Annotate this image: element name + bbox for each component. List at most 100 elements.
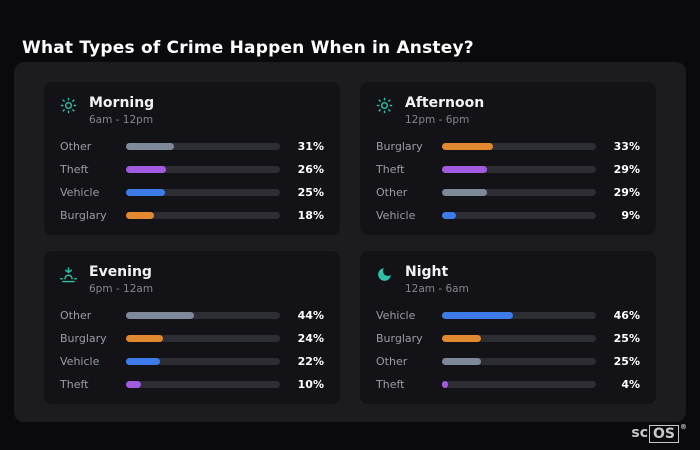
percent-value: 25% — [613, 332, 640, 345]
percent-value: 26% — [297, 163, 324, 176]
card-header: Evening 6pm - 12am — [60, 264, 324, 295]
bar-track — [126, 189, 280, 196]
percent-value: 31% — [297, 140, 324, 153]
card-time-range: 6am - 12pm — [89, 114, 154, 126]
card-evening: Evening 6pm - 12am Other 44% Burglary 24… — [44, 251, 340, 404]
bar-fill — [442, 358, 481, 365]
bar-track — [442, 381, 596, 388]
bar-fill — [126, 335, 163, 342]
bar-fill — [442, 335, 481, 342]
bar-track — [126, 358, 280, 365]
moon-icon — [376, 266, 393, 283]
category-label: Vehicle — [376, 309, 416, 322]
category-label: Vehicle — [60, 355, 100, 368]
bar-track — [442, 143, 596, 150]
stat-row: Burglary 33% — [376, 140, 640, 153]
percent-value: 25% — [297, 186, 324, 199]
bar-fill — [442, 381, 449, 388]
card-title: Night — [405, 264, 449, 280]
bar-fill — [126, 189, 165, 196]
bar-track — [442, 189, 596, 196]
stat-row: Vehicle 25% — [60, 186, 324, 199]
category-label: Burglary — [376, 332, 423, 345]
card-heading-text: Morning 6am - 12pm — [89, 95, 154, 126]
brand-registered: ® — [680, 423, 687, 431]
percent-value: 29% — [613, 163, 640, 176]
category-label: Theft — [376, 378, 405, 391]
stat-row: Other 44% — [60, 309, 324, 322]
stat-row: Burglary 18% — [60, 209, 324, 222]
percent-value: 46% — [613, 309, 640, 322]
bar-fill — [126, 381, 142, 388]
sun-icon — [376, 97, 393, 114]
percent-value: 4% — [621, 378, 640, 391]
percent-value: 24% — [297, 332, 324, 345]
category-label: Other — [376, 186, 408, 199]
bar-fill — [442, 189, 487, 196]
bar-track — [442, 312, 596, 319]
card-time-range: 6pm - 12am — [89, 283, 154, 295]
category-label: Vehicle — [376, 209, 416, 222]
stat-row: Burglary 25% — [376, 332, 640, 345]
category-label: Theft — [60, 378, 89, 391]
bar-fill — [442, 212, 456, 219]
crime-by-time-panel: Morning 6am - 12pm Other 31% Theft 26% V… — [14, 62, 686, 422]
percent-value: 44% — [297, 309, 324, 322]
stat-row: Vehicle 9% — [376, 209, 640, 222]
stat-row: Theft 4% — [376, 378, 640, 391]
category-label: Theft — [60, 163, 89, 176]
bar-fill — [126, 358, 160, 365]
bar-track — [126, 312, 280, 319]
card-title: Morning — [89, 95, 155, 111]
stat-rows: Other 44% Burglary 24% Vehicle 22% Theft… — [60, 309, 324, 391]
bar-track — [126, 212, 280, 219]
stat-rows: Other 31% Theft 26% Vehicle 25% Burglary… — [60, 140, 324, 222]
page-title: What Types of Crime Happen When in Anste… — [22, 38, 474, 59]
category-label: Theft — [376, 163, 405, 176]
bar-fill — [442, 166, 487, 173]
stat-rows: Vehicle 46% Burglary 25% Other 25% Theft… — [376, 309, 640, 391]
brand-text: sc — [631, 425, 649, 441]
bar-fill — [442, 312, 513, 319]
bar-track — [442, 166, 596, 173]
bar-fill — [126, 143, 174, 150]
bar-fill — [126, 212, 154, 219]
percent-value: 29% — [613, 186, 640, 199]
stat-row: Theft 29% — [376, 163, 640, 176]
brand-os-box: OS — [649, 425, 679, 443]
card-time-range: 12am - 6am — [405, 283, 469, 295]
card-header: Morning 6am - 12pm — [60, 95, 324, 126]
percent-value: 22% — [297, 355, 324, 368]
category-label: Other — [60, 140, 92, 153]
brand-logo: sc OS ® — [631, 423, 687, 443]
card-header: Night 12am - 6am — [376, 264, 640, 295]
category-label: Burglary — [376, 140, 423, 153]
bar-fill — [126, 312, 194, 319]
card-heading-text: Evening 6pm - 12am — [89, 264, 153, 295]
stat-row: Vehicle 22% — [60, 355, 324, 368]
bar-track — [442, 212, 596, 219]
bar-track — [442, 335, 596, 342]
card-header: Afternoon 12pm - 6pm — [376, 95, 640, 126]
stat-row: Theft 26% — [60, 163, 324, 176]
stat-row: Other 25% — [376, 355, 640, 368]
stat-row: Burglary 24% — [60, 332, 324, 345]
card-afternoon: Afternoon 12pm - 6pm Burglary 33% Theft … — [360, 82, 656, 235]
category-label: Other — [60, 309, 92, 322]
percent-value: 33% — [613, 140, 640, 153]
category-label: Burglary — [60, 332, 107, 345]
percent-value: 25% — [613, 355, 640, 368]
percent-value: 18% — [297, 209, 324, 222]
bar-fill — [126, 166, 167, 173]
card-night: Night 12am - 6am Vehicle 46% Burglary 25… — [360, 251, 656, 404]
card-time-range: 12pm - 6pm — [405, 114, 470, 126]
bar-track — [126, 143, 280, 150]
stat-row: Vehicle 46% — [376, 309, 640, 322]
card-heading-text: Night 12am - 6am — [405, 264, 469, 295]
sun-icon — [60, 97, 77, 114]
stat-rows: Burglary 33% Theft 29% Other 29% Vehicle… — [376, 140, 640, 222]
bar-track — [126, 335, 280, 342]
sunset-icon — [60, 266, 77, 283]
category-label: Vehicle — [60, 186, 100, 199]
category-label: Other — [376, 355, 408, 368]
